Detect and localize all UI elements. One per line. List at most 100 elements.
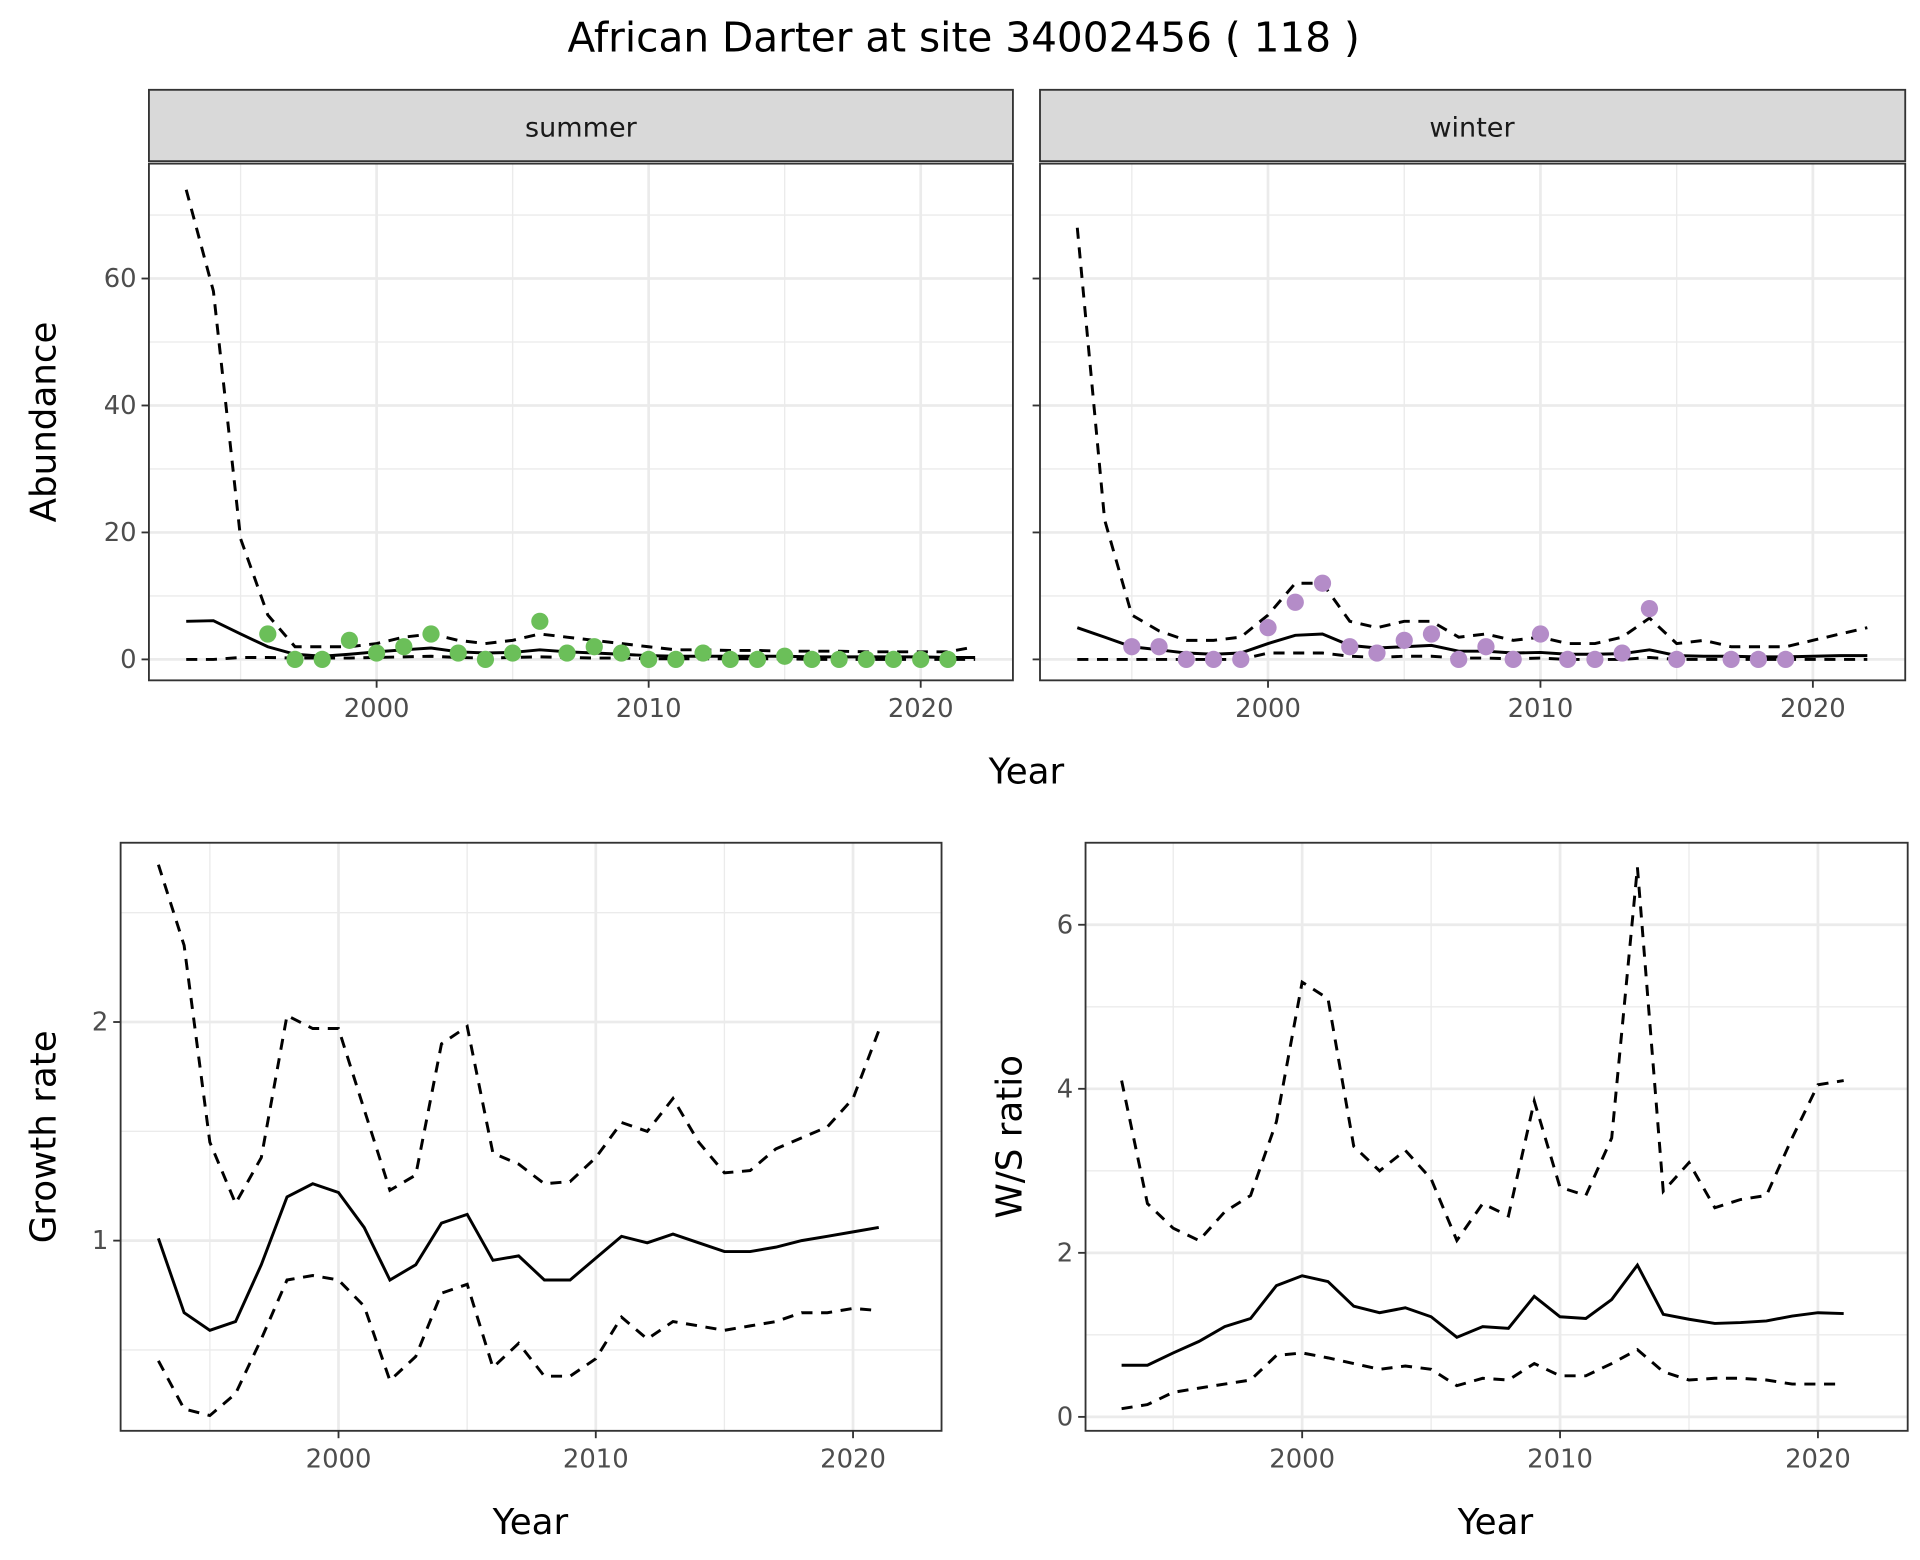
ws-panel: 2000 2010 2020 0 2 4 6 — [1057, 841, 1909, 1475]
ws-y-tick-label: 4 — [1057, 1074, 1073, 1104]
winter-observed-point — [1559, 650, 1577, 669]
winter-observed-point — [1123, 638, 1141, 656]
winter-observed-point — [1368, 644, 1386, 662]
summer-observed-point — [286, 650, 304, 669]
ws-panel-border — [1084, 841, 1909, 1432]
winter-observed-point — [1504, 650, 1522, 669]
winter-observed-point — [1777, 650, 1795, 669]
winter-observed-point — [1613, 644, 1631, 662]
growth-upper-bound-line — [156, 864, 881, 1207]
ws-y-tick-label: 2 — [1057, 1238, 1073, 1268]
growth-plot-background — [120, 842, 942, 1431]
summer-observed-point — [748, 650, 767, 669]
winter-observed-point — [1177, 650, 1195, 669]
summer-x-tick-label: 2010 — [616, 694, 682, 724]
summer-x-tick-label: 2020 — [888, 694, 954, 724]
growth-lower-bound-line — [157, 1274, 879, 1418]
growth-x-axis-title: Year — [492, 1502, 569, 1543]
growth-x-tick-label: 2010 — [563, 1445, 629, 1475]
summer-y-tick-label: 40 — [104, 391, 137, 421]
winter-observed-point — [1341, 638, 1359, 656]
winter-observed-point — [1477, 638, 1495, 656]
summer-observed-point — [313, 650, 331, 669]
winter-observed-point — [1204, 650, 1223, 669]
growth-y-tick-label: 2 — [92, 1008, 108, 1038]
winter-observed-point — [1531, 625, 1550, 643]
top-x-axis-title: Year — [988, 752, 1065, 793]
abundance-y-axis-title: Abundance — [23, 322, 64, 523]
summer-observed-point — [667, 650, 685, 669]
winter-observed-point — [1668, 650, 1686, 669]
summer-observed-point — [884, 650, 903, 669]
summer-observed-point — [640, 650, 658, 669]
summer-upper-bound-line — [184, 189, 976, 654]
winter-observed-point — [1395, 631, 1413, 649]
summer-observed-point — [259, 625, 277, 643]
ws-lower-bound-line — [1121, 1347, 1844, 1411]
winter-observed-point — [1586, 650, 1604, 669]
winter-observed-point — [1640, 600, 1659, 618]
winter-observed-point — [1313, 574, 1332, 592]
winter-x-tick-label: 2010 — [1508, 694, 1574, 724]
summer-panel: 2000 2010 2020 0 20 40 60 — [104, 162, 1014, 724]
summer-observed-point — [449, 644, 467, 662]
figure-title: African Darter at site 34002456 ( 118 ) — [568, 14, 1360, 62]
winter-x-tick-label: 2020 — [1780, 694, 1846, 724]
ws-x-axis-title: Year — [1457, 1502, 1534, 1543]
strip-winter-label: winter — [1429, 113, 1515, 144]
growth-mean-line — [157, 1182, 880, 1332]
summer-panel-border — [148, 162, 1014, 682]
growth-y-axis-title: Growth rate — [23, 1030, 64, 1243]
summer-observed-point — [694, 644, 712, 662]
winter-panel-border — [1039, 162, 1907, 682]
summer-x-tick-label: 2000 — [344, 694, 410, 724]
strip-winter-bg — [1039, 88, 1907, 163]
winter-observed-point — [1232, 650, 1250, 669]
summer-observed-point — [422, 625, 440, 643]
summer-observed-point — [368, 644, 386, 662]
summer-observed-point — [340, 631, 359, 649]
ws-x-tick-label: 2000 — [1269, 1445, 1335, 1475]
summer-observed-point — [504, 644, 522, 662]
ws-x-tick-label: 2020 — [1785, 1445, 1851, 1475]
summer-observed-point — [721, 650, 739, 669]
growth-panel-border — [119, 841, 943, 1432]
summer-observed-point — [476, 650, 495, 669]
winter-observed-point — [1150, 638, 1168, 656]
summer-y-tick-label: 0 — [120, 645, 136, 675]
ws-mean-line — [1121, 1262, 1844, 1367]
summer-observed-point — [612, 644, 631, 662]
winter-observed-point — [1286, 593, 1304, 611]
growth-x-tick-label: 2000 — [306, 1445, 372, 1475]
winter-observed-point — [1259, 619, 1277, 637]
winter-upper-bound-line — [1075, 227, 1868, 649]
summer-observed-point — [558, 644, 576, 662]
summer-observed-point — [939, 650, 957, 669]
winter-plot-background — [1040, 163, 1906, 681]
ws-y-tick-label: 6 — [1057, 910, 1073, 940]
winter-observed-point — [1749, 650, 1768, 669]
growth-panel: 2000 2010 2020 1 2 — [92, 841, 943, 1475]
strip-summer-bg — [148, 88, 1014, 163]
winter-panel: 2000 2010 2020 — [1032, 162, 1907, 724]
growth-y-tick-label: 1 — [92, 1226, 108, 1256]
growth-x-tick-label: 2020 — [820, 1445, 886, 1475]
ws-plot-background — [1085, 842, 1908, 1431]
winter-observed-point — [1422, 625, 1441, 643]
summer-observed-point — [912, 650, 930, 669]
summer-observed-point — [803, 650, 821, 669]
summer-y-tick-label: 60 — [104, 264, 137, 294]
ws-y-axis-title: W/S ratio — [990, 1055, 1031, 1218]
winter-x-tick-label: 2000 — [1235, 694, 1301, 724]
summer-observed-point — [585, 638, 603, 656]
ws-x-tick-label: 2010 — [1527, 1445, 1593, 1475]
summer-y-tick-label: 20 — [104, 518, 137, 548]
summer-observed-point — [531, 612, 549, 630]
summer-observed-point — [395, 638, 413, 656]
summer-observed-point — [776, 647, 794, 665]
ws-y-tick-label: 0 — [1057, 1402, 1073, 1432]
summer-observed-point — [857, 650, 875, 669]
summer-observed-point — [830, 650, 848, 669]
